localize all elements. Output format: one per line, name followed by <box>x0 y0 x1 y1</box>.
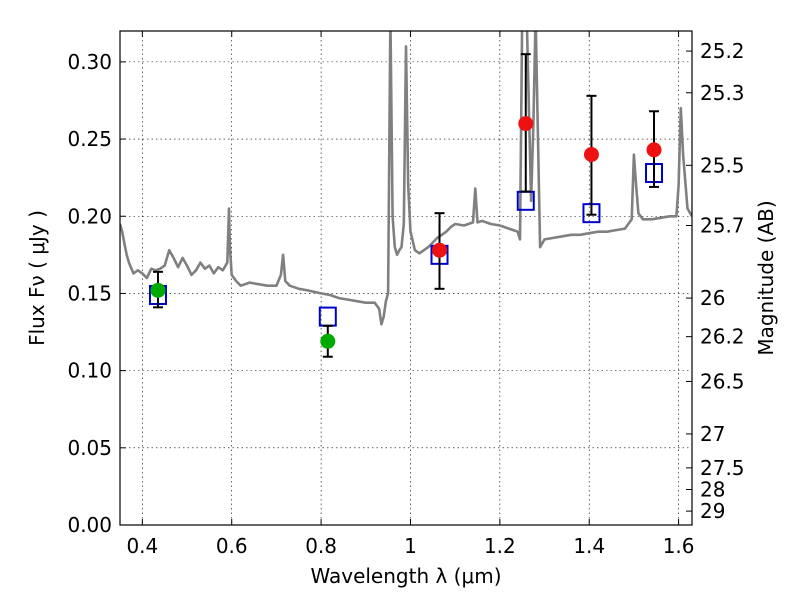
x-tick-label: 1 <box>404 534 417 558</box>
right-tick-label: 29 <box>700 499 725 523</box>
y-tick-label: 0.15 <box>67 281 112 305</box>
right-tick-label: 26.5 <box>700 369 745 393</box>
x-tick-label: 1.6 <box>663 534 695 558</box>
model-square-point <box>318 306 337 327</box>
markers-layer <box>148 53 664 358</box>
spectrum-layer <box>120 31 692 326</box>
x-tick-label: 1.2 <box>484 534 516 558</box>
observed-circle-point <box>518 116 534 132</box>
x-tick-label: 0.6 <box>216 534 248 558</box>
right-tick-label: 27 <box>700 422 725 446</box>
x-tick-label: 0.8 <box>305 534 337 558</box>
observed-circle-point <box>646 142 662 158</box>
x-tick-label: 0.4 <box>126 534 158 558</box>
y-tick-label: 0.25 <box>67 127 112 151</box>
observed-circle-point <box>320 333 336 349</box>
observed-circle-point <box>583 147 599 162</box>
right-tick-label: 26 <box>700 286 725 310</box>
observed-circle-point <box>432 242 448 258</box>
right-tick-label: 25.5 <box>700 153 745 177</box>
right-tick-label: 25.2 <box>700 39 745 63</box>
y-tick-label: 0.30 <box>67 50 112 74</box>
y-axis-title: Flux Fν ( μJy ) <box>25 210 49 346</box>
plot-area <box>120 31 692 358</box>
x-tick-label: 1.4 <box>573 534 605 558</box>
y-tick-label: 0.20 <box>67 204 112 228</box>
axis-ticks <box>120 31 692 526</box>
spectrum-line <box>120 31 692 326</box>
y-tick-label: 0.00 <box>67 513 112 537</box>
y-tick-label: 0.10 <box>67 359 112 383</box>
plot-frame <box>119 30 693 526</box>
right-tick-label: 27.5 <box>700 456 745 480</box>
right-tick-label: 28 <box>700 477 725 501</box>
y-axis-right-title: Magnitude (AB) <box>754 200 778 355</box>
y-tick-label: 0.05 <box>67 436 112 460</box>
right-tick-label: 25.3 <box>700 81 745 105</box>
right-tick-label: 25.7 <box>700 214 745 238</box>
tick-labels: 0.4 0.6 0.8 1 1.2 1.4 1.6 0.00 0.05 0.10 0.15 0.20 0… <box>67 39 744 558</box>
right-tick-label: 26.2 <box>700 325 745 349</box>
observed-circle-point <box>150 282 166 298</box>
x-axis-title: Wavelength λ (μm) <box>310 564 501 588</box>
